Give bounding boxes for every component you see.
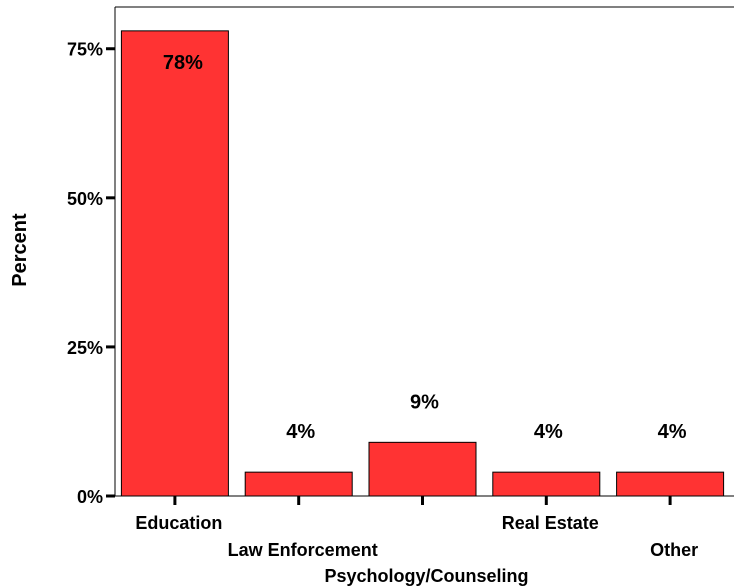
data-label: 78% — [163, 52, 203, 74]
bars-group — [120, 30, 725, 497]
bar — [368, 441, 477, 497]
x-category-label: Education — [135, 513, 222, 533]
y-axis: 0% 25% 50% 75% — [67, 40, 115, 507]
data-label: 9% — [410, 391, 439, 413]
y-axis-title: Percent — [9, 213, 31, 287]
y-tick-label: 50% — [67, 189, 103, 209]
data-label: 4% — [286, 421, 315, 443]
y-tick-label: 75% — [67, 40, 103, 60]
x-axis: Education Law Enforcement Psychology/Couns… — [135, 496, 698, 586]
bar — [244, 471, 353, 497]
data-labels-group: 78% 4% 9% 4% 4% — [163, 52, 687, 443]
y-tick-label: 0% — [77, 487, 103, 507]
y-tick-label: 25% — [67, 338, 103, 358]
x-category-label: Law Enforcement — [228, 540, 378, 560]
x-category-label: Other — [650, 540, 698, 560]
data-label: 4% — [534, 421, 563, 443]
bar — [492, 471, 601, 497]
x-category-label: Psychology/Counseling — [324, 566, 528, 586]
x-category-label: Real Estate — [502, 513, 599, 533]
data-label: 4% — [658, 421, 687, 443]
bar — [120, 30, 229, 497]
bar — [616, 471, 725, 497]
